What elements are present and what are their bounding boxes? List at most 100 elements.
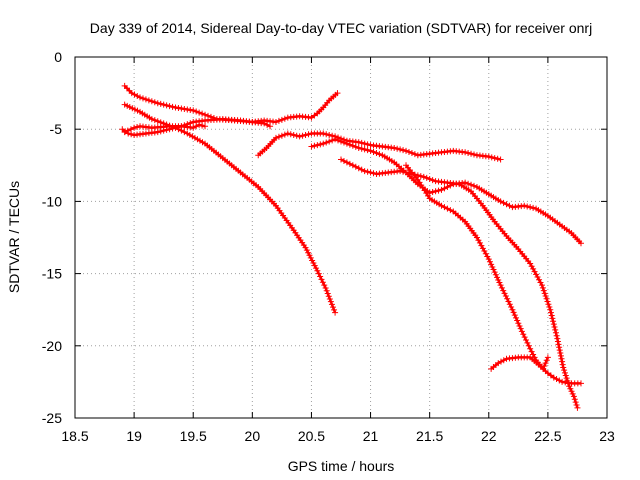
data-point xyxy=(371,170,377,176)
data-point xyxy=(158,101,164,107)
data-point xyxy=(368,170,374,176)
data-point xyxy=(430,189,436,195)
data-point xyxy=(152,99,158,105)
data-point xyxy=(471,151,477,157)
data-point xyxy=(544,296,550,302)
data-point xyxy=(391,145,397,151)
data-point xyxy=(556,344,562,350)
data-point xyxy=(556,341,562,347)
y-tick-label: 0 xyxy=(54,49,62,65)
data-point xyxy=(311,143,317,149)
data-point xyxy=(326,132,332,138)
data-point xyxy=(164,102,170,108)
data-point xyxy=(560,362,566,368)
data-point xyxy=(573,399,579,405)
data-point xyxy=(436,188,442,194)
y-tick-label: -5 xyxy=(50,121,63,137)
data-point xyxy=(303,132,309,138)
data-point xyxy=(551,321,557,327)
data-point xyxy=(365,147,371,153)
data-point xyxy=(554,333,560,339)
x-tick-label: 21 xyxy=(363,428,379,444)
series-arc-3 xyxy=(119,90,340,138)
data-point xyxy=(548,310,554,316)
data-point xyxy=(365,169,371,175)
data-point xyxy=(555,338,561,344)
series-arc-7 xyxy=(338,157,580,411)
data-point xyxy=(418,173,424,179)
y-tick-label: -10 xyxy=(42,193,62,209)
data-point xyxy=(288,131,294,137)
data-point xyxy=(362,141,368,147)
data-point xyxy=(563,373,569,379)
data-point xyxy=(308,144,314,150)
data-point xyxy=(498,157,504,163)
data-point xyxy=(462,149,468,155)
y-axis-label: SDTVAR / TECUs xyxy=(6,181,22,293)
chart-title: Day 339 of 2014, Sidereal Day-to-day VTE… xyxy=(90,20,592,36)
data-point xyxy=(562,370,568,376)
data-layer xyxy=(119,83,584,411)
x-tick-label: 19.5 xyxy=(180,428,207,444)
data-point xyxy=(314,142,320,148)
data-point xyxy=(549,312,555,318)
data-point xyxy=(297,133,303,139)
data-point xyxy=(521,203,527,209)
data-point xyxy=(527,204,533,210)
data-point xyxy=(362,146,368,152)
data-point xyxy=(161,102,167,108)
data-point xyxy=(557,347,563,353)
x-tick-label: 22.5 xyxy=(534,428,561,444)
data-point xyxy=(323,131,329,137)
data-point xyxy=(365,141,371,147)
data-point xyxy=(546,304,552,310)
x-tick-label: 22 xyxy=(481,428,497,444)
data-point xyxy=(545,301,551,307)
data-point xyxy=(433,188,439,194)
data-point xyxy=(558,353,564,359)
data-point xyxy=(549,315,555,321)
data-point xyxy=(530,205,536,211)
series-arc-8 xyxy=(403,162,551,372)
data-point xyxy=(544,299,550,305)
data-point xyxy=(167,103,173,109)
grid-layer xyxy=(75,57,607,418)
data-point xyxy=(540,285,546,291)
data-point xyxy=(400,147,406,153)
x-tick-label: 23 xyxy=(599,428,615,444)
data-point xyxy=(574,405,580,411)
y-tick-label: -15 xyxy=(42,266,62,282)
x-tick-label: 18.5 xyxy=(61,428,88,444)
data-point xyxy=(149,98,155,104)
x-tick-label: 20.5 xyxy=(298,428,325,444)
x-tick-label: 19 xyxy=(126,428,142,444)
data-point xyxy=(356,139,362,145)
data-point xyxy=(524,203,530,209)
data-point xyxy=(359,140,365,146)
data-point xyxy=(397,146,403,152)
data-point xyxy=(560,364,566,370)
data-point xyxy=(557,350,563,356)
plot-frame xyxy=(75,57,607,418)
data-point xyxy=(552,327,558,333)
data-point xyxy=(578,380,584,386)
x-tick-label: 20 xyxy=(245,428,261,444)
data-point xyxy=(394,146,400,152)
data-point xyxy=(486,154,492,160)
data-point xyxy=(542,290,548,296)
data-point xyxy=(294,133,300,139)
data-point xyxy=(305,131,311,137)
data-point xyxy=(495,156,501,162)
data-point xyxy=(359,146,365,152)
data-point xyxy=(553,330,559,336)
data-point xyxy=(317,141,323,147)
data-point xyxy=(468,151,474,157)
data-point xyxy=(170,104,176,110)
series-line xyxy=(311,139,581,243)
data-point xyxy=(320,131,326,137)
data-point xyxy=(202,123,208,129)
y-tick-label: -25 xyxy=(42,410,62,426)
sdtvar-chart: 18.5 19 19.5 20 20.5 21 21.5 22 22.5 230-5-10-15-… xyxy=(0,0,640,480)
data-point xyxy=(146,97,152,103)
data-point xyxy=(492,155,498,161)
